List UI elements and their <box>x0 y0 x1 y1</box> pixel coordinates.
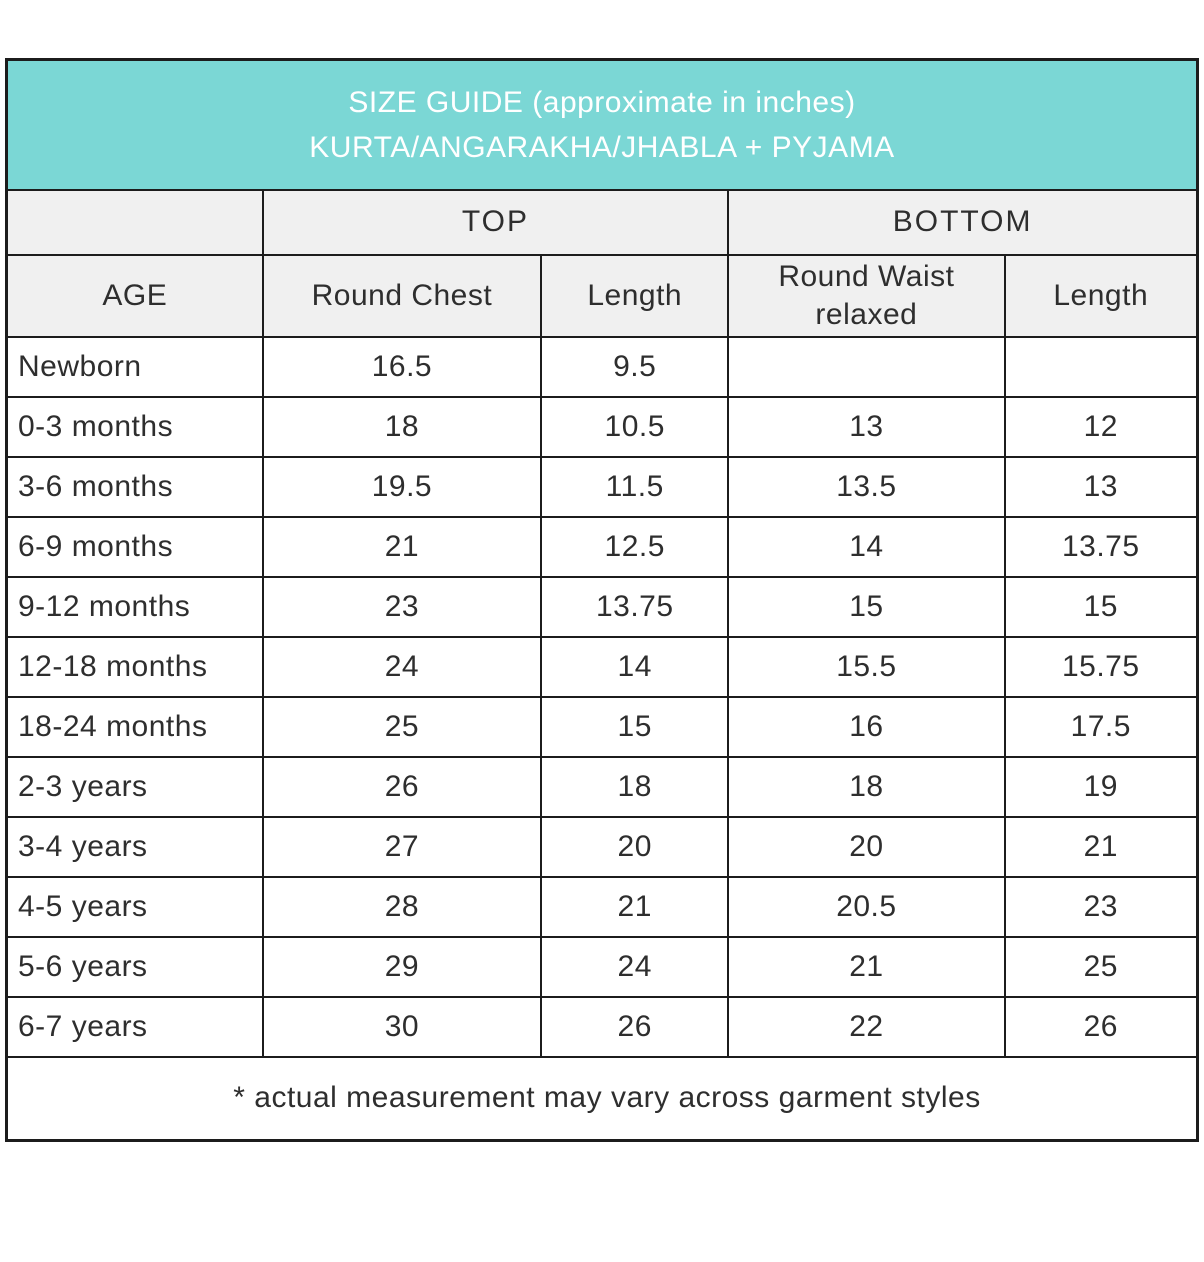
age-cell: 6-9 months <box>5 515 264 578</box>
value-cell: 17.5 <box>1003 695 1199 758</box>
value-cell: 13.5 <box>727 455 1006 518</box>
group-header-top: TOP <box>261 188 730 256</box>
table-body: Newborn 16.5 9.5 0-3 months 18 10.5 13 12 3-6 mo… <box>5 335 1199 1058</box>
value-cell: 24 <box>261 635 543 698</box>
value-cell <box>727 335 1006 398</box>
title-banner: SIZE GUIDE (approximate in inches) KURTA… <box>5 58 1199 191</box>
table-row: 9-12 months 23 13.75 15 15 <box>5 575 1199 638</box>
value-cell: 14 <box>540 635 730 698</box>
column-header-age: AGE <box>5 253 264 338</box>
value-cell: 25 <box>261 695 543 758</box>
table-row: 6-7 years 30 26 22 26 <box>5 995 1199 1058</box>
value-cell: 12 <box>1003 395 1199 458</box>
value-cell: 22 <box>727 995 1006 1058</box>
table-row: 0-3 months 18 10.5 13 12 <box>5 395 1199 458</box>
value-cell: 19.5 <box>261 455 543 518</box>
value-cell: 13 <box>727 395 1006 458</box>
value-cell: 26 <box>261 755 543 818</box>
footnote: * actual measurement may vary across gar… <box>5 1055 1199 1142</box>
value-cell <box>1003 335 1199 398</box>
age-cell: 2-3 years <box>5 755 264 818</box>
value-cell: 11.5 <box>540 455 730 518</box>
value-cell: 25 <box>1003 935 1199 998</box>
value-cell: 10.5 <box>540 395 730 458</box>
value-cell: 15.75 <box>1003 635 1199 698</box>
value-cell: 13 <box>1003 455 1199 518</box>
group-header-bottom: BOTTOM <box>727 188 1199 256</box>
age-cell: 3-4 years <box>5 815 264 878</box>
value-cell: 26 <box>540 995 730 1058</box>
value-cell: 21 <box>540 875 730 938</box>
value-cell: 20 <box>727 815 1006 878</box>
table-row: 2-3 years 26 18 18 19 <box>5 755 1199 818</box>
value-cell: 16.5 <box>261 335 543 398</box>
value-cell: 13.75 <box>1003 515 1199 578</box>
value-cell: 23 <box>261 575 543 638</box>
age-cell: 6-7 years <box>5 995 264 1058</box>
value-cell: 29 <box>261 935 543 998</box>
age-cell: 5-6 years <box>5 935 264 998</box>
title-row: SIZE GUIDE (approximate in inches) KURTA… <box>5 58 1199 191</box>
value-cell: 20 <box>540 815 730 878</box>
value-cell: 16 <box>727 695 1006 758</box>
title-line-1: SIZE GUIDE (approximate in inches) <box>348 85 856 119</box>
age-cell: 3-6 months <box>5 455 264 518</box>
column-header-round-chest: Round Chest <box>261 253 543 338</box>
table-row: 4-5 years 28 21 20.5 23 <box>5 875 1199 938</box>
value-cell: 30 <box>261 995 543 1058</box>
table-row: Newborn 16.5 9.5 <box>5 335 1199 398</box>
value-cell: 27 <box>261 815 543 878</box>
age-cell: 4-5 years <box>5 875 264 938</box>
footnote-row: * actual measurement may vary across gar… <box>5 1055 1199 1142</box>
value-cell: 23 <box>1003 875 1199 938</box>
age-cell: 18-24 months <box>5 695 264 758</box>
value-cell: 15 <box>540 695 730 758</box>
age-cell: Newborn <box>5 335 264 398</box>
value-cell: 15 <box>1003 575 1199 638</box>
value-cell: 18 <box>727 755 1006 818</box>
group-header-empty <box>5 188 264 256</box>
table-row: 3-6 months 19.5 11.5 13.5 13 <box>5 455 1199 518</box>
size-guide-table: SIZE GUIDE (approximate in inches) KURTA… <box>5 58 1199 1142</box>
table-row: 3-4 years 27 20 20 21 <box>5 815 1199 878</box>
column-header-round-waist: Round Waist relaxed <box>727 253 1006 338</box>
value-cell: 9.5 <box>540 335 730 398</box>
value-cell: 13.75 <box>540 575 730 638</box>
column-header-row: AGE Round Chest Length Round Waist relax… <box>5 253 1199 338</box>
table-row: 6-9 months 21 12.5 14 13.75 <box>5 515 1199 578</box>
value-cell: 14 <box>727 515 1006 578</box>
value-cell: 26 <box>1003 995 1199 1058</box>
age-cell: 9-12 months <box>5 575 264 638</box>
table-row: 18-24 months 25 15 16 17.5 <box>5 695 1199 758</box>
value-cell: 20.5 <box>727 875 1006 938</box>
age-cell: 0-3 months <box>5 395 264 458</box>
column-header-top-length: Length <box>540 253 730 338</box>
value-cell: 21 <box>727 935 1006 998</box>
age-cell: 12-18 months <box>5 635 264 698</box>
value-cell: 21 <box>261 515 543 578</box>
group-header-row: TOP BOTTOM <box>5 188 1199 256</box>
value-cell: 12.5 <box>540 515 730 578</box>
value-cell: 21 <box>1003 815 1199 878</box>
table-row: 12-18 months 24 14 15.5 15.75 <box>5 635 1199 698</box>
value-cell: 19 <box>1003 755 1199 818</box>
column-header-bottom-length: Length <box>1003 253 1199 338</box>
value-cell: 18 <box>540 755 730 818</box>
value-cell: 18 <box>261 395 543 458</box>
value-cell: 15 <box>727 575 1006 638</box>
table-row: 5-6 years 29 24 21 25 <box>5 935 1199 998</box>
value-cell: 15.5 <box>727 635 1006 698</box>
title-line-2: KURTA/ANGARAKHA/JHABLA + PYJAMA <box>309 130 895 164</box>
value-cell: 24 <box>540 935 730 998</box>
value-cell: 28 <box>261 875 543 938</box>
